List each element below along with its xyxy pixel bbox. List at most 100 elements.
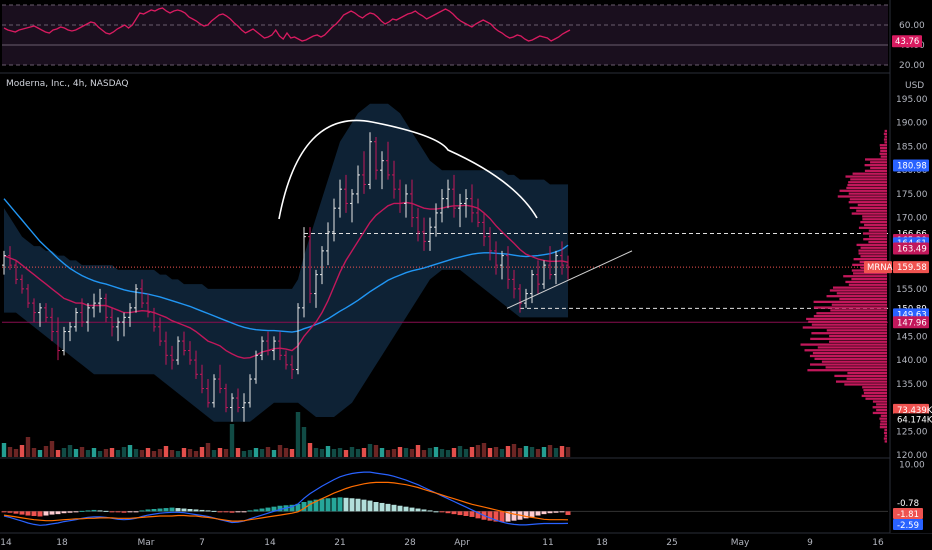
volume-profile-bar <box>802 326 887 329</box>
macd-hist-bar <box>43 511 49 516</box>
x-tick-label: 28 <box>404 538 416 548</box>
macd-hist-bar <box>379 502 385 512</box>
volume-profile-bar <box>848 181 887 184</box>
macd-hist-bar <box>13 511 19 514</box>
volume-bar <box>163 446 169 457</box>
volume-profile-bar <box>880 420 887 423</box>
x-axis[interactable]: 14 18 Mar 7 14 21 28 Apr 11 18 25 May 9 16 <box>0 538 884 548</box>
trendline-drawing <box>506 250 633 309</box>
candle <box>80 298 84 327</box>
candle <box>188 341 192 365</box>
candle <box>86 303 90 332</box>
macd-hist-bar <box>355 498 361 512</box>
candle <box>122 312 126 337</box>
price-tick-label: 120.00 <box>896 451 928 461</box>
candle <box>338 179 342 218</box>
rsi-tick-label: 60.00 <box>899 21 925 31</box>
price-badge <box>893 403 929 416</box>
macd-hist-bar <box>505 511 511 522</box>
volume-profile-bar <box>837 195 887 198</box>
volume-bar <box>433 447 439 457</box>
volume-profile-bar <box>863 238 887 241</box>
price-badge <box>893 261 929 274</box>
volume-bar <box>139 450 145 457</box>
candle <box>422 217 426 251</box>
price-badge-text: 149.63 <box>897 310 927 320</box>
volume-bar <box>385 450 391 457</box>
macd-hist-bar <box>277 505 283 512</box>
macd-hist-bar <box>151 509 157 512</box>
volume-bar <box>55 450 61 457</box>
volume-bar <box>505 446 511 457</box>
ema-slow-line <box>3 198 569 333</box>
candle <box>524 288 528 308</box>
x-tick-label: 18 <box>56 538 68 548</box>
volume-profile-bar <box>856 209 887 212</box>
macd-badge <box>893 508 923 519</box>
volume-profile-bar <box>872 406 887 409</box>
volume-bar <box>229 424 235 457</box>
x-tick-label: 11 <box>542 538 553 548</box>
macd-hist-bar <box>97 510 103 512</box>
price-badge-text: 73.439K <box>897 406 932 416</box>
macd-hist-bar <box>367 500 373 512</box>
volume-profile-bar <box>811 323 887 326</box>
rsi-panel <box>2 4 888 66</box>
volume-bar <box>277 445 283 457</box>
volume-bar <box>493 447 499 457</box>
volume-bar <box>253 448 259 457</box>
candle <box>518 284 522 313</box>
volume-bar <box>487 448 493 457</box>
candle <box>38 303 42 327</box>
volume-profile-bar <box>863 232 887 235</box>
price-badge-text: 147.96 <box>897 318 927 328</box>
rounded-top-drawing <box>278 119 538 220</box>
candle <box>278 331 282 361</box>
macd-hist-bar <box>121 511 127 513</box>
volume-bar <box>151 451 157 457</box>
volume-bar <box>97 451 103 457</box>
candle <box>530 269 534 304</box>
volume-profile-bar <box>879 152 887 155</box>
volume-profile-bar <box>872 411 887 415</box>
candle <box>74 307 78 332</box>
volume-bar <box>199 447 205 457</box>
candle <box>272 336 276 361</box>
candle <box>344 174 348 213</box>
price-badge <box>893 413 929 426</box>
macd-hist-bar <box>307 500 313 512</box>
volume-profile-bar <box>839 297 887 301</box>
volume-bar <box>325 446 331 457</box>
macd-hist-bar <box>403 506 409 512</box>
volume-bar <box>193 451 199 457</box>
y-axis[interactable]: 60.0040.0020.0043.76195.00190.00185.0018… <box>864 0 932 533</box>
volume-profile-bar <box>853 272 887 275</box>
volume-bar <box>223 449 229 457</box>
volume-profile-bar <box>835 380 887 383</box>
volume-profile-bar <box>847 371 887 375</box>
volume-bar <box>541 447 547 457</box>
macd-hist-bar <box>127 511 133 513</box>
volume-profile-bar <box>856 243 887 247</box>
symbol-legend[interactable]: Moderna, Inc., 4h, NASDAQ <box>6 79 129 89</box>
volume-profile-bar <box>829 289 887 292</box>
price-badge <box>893 316 929 329</box>
volume-profile-bar <box>851 212 887 215</box>
macd-hist-bar <box>193 509 199 512</box>
volume-profile-bar <box>839 189 887 192</box>
macd-hist-bar <box>469 511 475 517</box>
price-badge-text: 163.49 <box>897 245 927 255</box>
candle <box>380 151 384 190</box>
volume-profile-bar <box>800 343 887 346</box>
volume-profile-bar <box>812 351 887 355</box>
rsi-tick-label: 20.00 <box>899 61 925 71</box>
candle <box>134 284 138 313</box>
macd-hist-bar <box>499 511 505 523</box>
volume-bar <box>421 450 427 457</box>
macd-hist-bar <box>523 511 529 519</box>
volume-profile-bar <box>858 226 887 229</box>
volume-bar <box>343 450 349 457</box>
macd-hist-bar <box>397 505 403 512</box>
candle <box>428 217 432 251</box>
